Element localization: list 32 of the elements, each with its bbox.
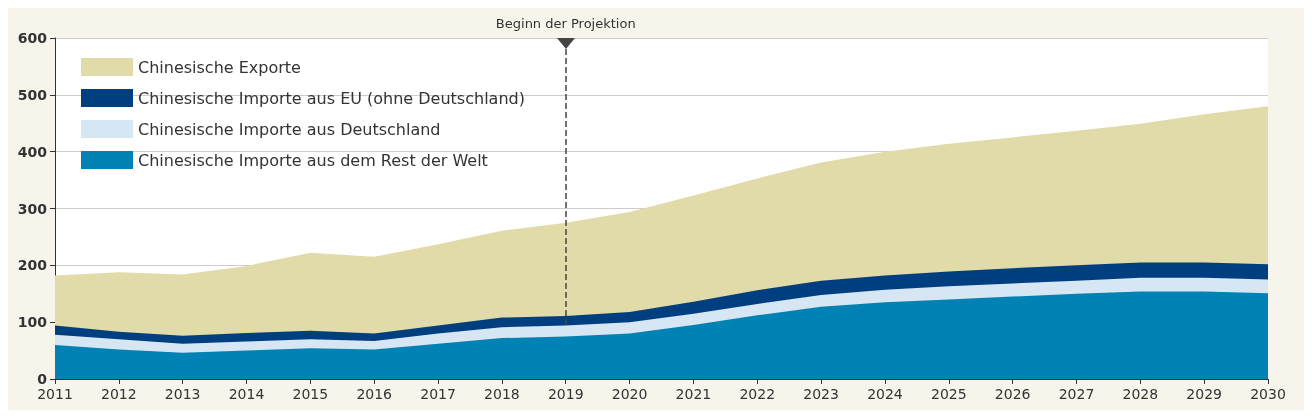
ref-line-label: Beginn der Projektion <box>495 16 636 31</box>
x-tick-label: 2016 <box>356 386 393 402</box>
x-tick-label: 2030 <box>1250 386 1286 402</box>
x-tick-label: 2021 <box>675 386 712 402</box>
y-tick-label: 300 <box>17 200 48 217</box>
x-tick-label: 2022 <box>739 386 776 402</box>
x-tick-label: 2014 <box>228 386 265 402</box>
x-tick-label: 2013 <box>164 386 201 402</box>
x-tick-label: 2024 <box>867 386 903 402</box>
x-tick-label: 2017 <box>420 386 456 402</box>
y-tick-label: 200 <box>17 257 48 274</box>
x-tick-label: 2019 <box>547 386 584 402</box>
legend-label: Chinesische Importe aus Deutschland <box>138 119 441 139</box>
y-tick-label: 400 <box>17 143 48 160</box>
x-tick-label: 2011 <box>37 386 73 402</box>
x-tick-label: 2027 <box>1058 386 1095 402</box>
x-tick-label: 2028 <box>1122 386 1159 402</box>
x-tick-label: 2015 <box>292 386 329 402</box>
x-tick-label: 2029 <box>1186 386 1222 402</box>
x-tick-label: 2018 <box>484 386 520 402</box>
x-tick-label: 2025 <box>930 386 967 402</box>
legend-label: Chinesische Importe aus dem Rest der Welt <box>138 150 488 170</box>
x-tick-label: 2026 <box>994 386 1031 402</box>
y-tick-label: 100 <box>17 314 48 331</box>
x-tick-label: 2023 <box>803 386 839 402</box>
y-tick-label: 500 <box>17 86 48 103</box>
x-tick-label: 2020 <box>611 386 648 402</box>
legend-label: Chinesische Importe aus EU (ohne Deutschland) <box>138 88 525 108</box>
x-tick-label: 2012 <box>101 386 137 402</box>
legend-label: Chinesische Exporte <box>138 57 301 77</box>
y-tick-label: 0 <box>37 371 48 387</box>
y-tick-label: 600 <box>17 30 48 46</box>
